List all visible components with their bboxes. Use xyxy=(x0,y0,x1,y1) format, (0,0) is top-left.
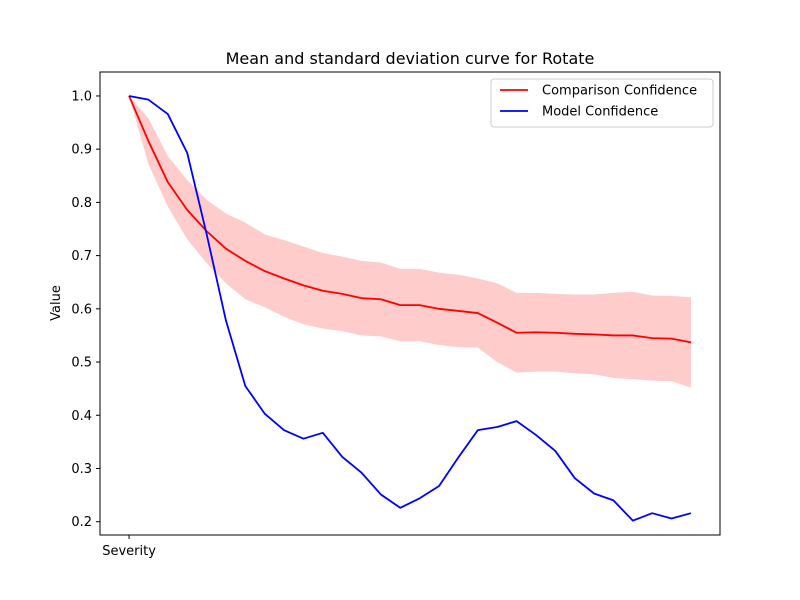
y-tick-label: 0.8 xyxy=(71,196,92,211)
plot-frame xyxy=(99,71,721,536)
y-tick-label: 0.2 xyxy=(71,515,92,530)
y-axis-label: Value xyxy=(49,285,64,321)
legend-box xyxy=(490,78,714,128)
y-tick-label: 0.7 xyxy=(71,249,92,264)
y-tick-label: 0.3 xyxy=(71,462,92,477)
y-axis: 0.2 0.3 0.4 0.5 0.6 0.7 0.8 0.9 1.0 xyxy=(71,89,100,530)
std-band-0 xyxy=(129,95,691,388)
chart-title: Mean and standard deviation curve for Ro… xyxy=(226,49,595,68)
band-layer xyxy=(129,95,691,388)
x-axis: Severity xyxy=(102,535,156,559)
y-tick-label: 1.0 xyxy=(71,89,92,104)
series-line-1 xyxy=(128,95,692,522)
line-layer xyxy=(128,95,692,522)
y-tick-label: 0.6 xyxy=(71,302,92,317)
legend: Comparison Confidence Model Confidence xyxy=(490,78,714,128)
series-line-0 xyxy=(128,95,692,344)
legend-label-0: Comparison Confidence xyxy=(542,84,697,99)
y-tick-label: 0.5 xyxy=(71,356,92,371)
legend-label-1: Model Confidence xyxy=(542,105,658,120)
y-tick-label: 0.9 xyxy=(71,143,92,158)
y-tick-label: 0.4 xyxy=(71,409,92,424)
x-tick-label: Severity xyxy=(102,544,156,559)
